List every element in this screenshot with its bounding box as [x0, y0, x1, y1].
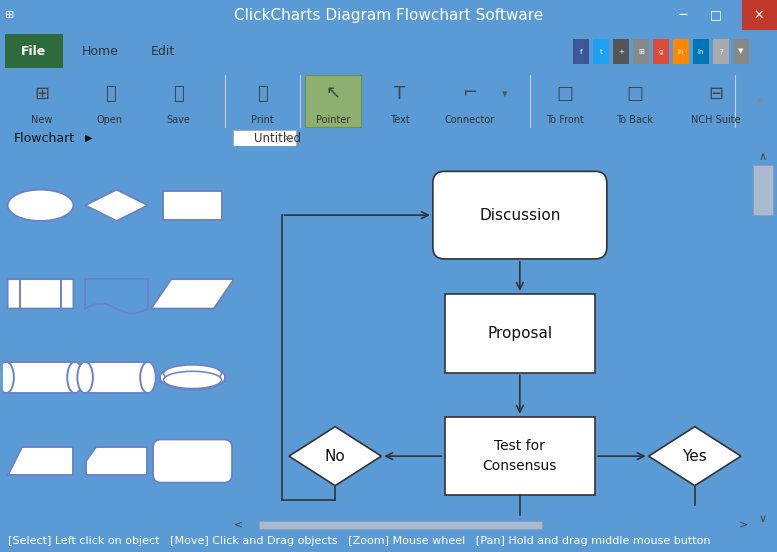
- Text: □: □: [709, 9, 722, 22]
- FancyBboxPatch shape: [8, 279, 74, 309]
- Text: NCH Suite: NCH Suite: [692, 115, 740, 125]
- FancyBboxPatch shape: [593, 39, 609, 63]
- Text: 📂: 📂: [105, 85, 115, 103]
- FancyBboxPatch shape: [733, 39, 749, 63]
- Text: ▼: ▼: [738, 49, 744, 55]
- Text: >: >: [738, 520, 747, 530]
- Text: 🖨: 🖨: [256, 85, 267, 103]
- Text: T: T: [395, 85, 406, 103]
- FancyBboxPatch shape: [613, 39, 629, 63]
- Text: Discussion: Discussion: [479, 208, 560, 222]
- Text: in: in: [678, 49, 685, 55]
- Polygon shape: [8, 447, 74, 475]
- FancyBboxPatch shape: [305, 75, 361, 127]
- Text: 💾: 💾: [172, 85, 183, 103]
- FancyBboxPatch shape: [573, 39, 589, 63]
- FancyBboxPatch shape: [233, 130, 295, 146]
- Text: Print: Print: [251, 115, 274, 125]
- Text: Test for
Consensus: Test for Consensus: [483, 439, 557, 473]
- Bar: [753, 166, 772, 215]
- Text: [Select] Left click on object   [Move] Click and Drag objects   [Zoom] Mouse whe: [Select] Left click on object [Move] Cli…: [8, 536, 710, 546]
- Text: ↖: ↖: [326, 85, 340, 103]
- Text: Connector: Connector: [445, 115, 495, 125]
- Ellipse shape: [8, 189, 74, 221]
- Text: ∧: ∧: [758, 152, 767, 162]
- Text: Text: Text: [390, 115, 410, 125]
- Text: Proposal: Proposal: [487, 326, 552, 341]
- Ellipse shape: [164, 371, 221, 389]
- Text: ⊞: ⊞: [638, 49, 644, 55]
- Ellipse shape: [159, 365, 225, 390]
- Text: ⌐: ⌐: [462, 85, 478, 103]
- Text: ▾: ▾: [502, 89, 508, 99]
- Bar: [163, 190, 222, 220]
- Text: No: No: [325, 449, 346, 464]
- Text: □: □: [556, 85, 573, 103]
- Ellipse shape: [140, 362, 155, 393]
- Ellipse shape: [0, 362, 14, 393]
- FancyBboxPatch shape: [742, 0, 777, 30]
- Text: ∨: ∨: [758, 514, 767, 524]
- FancyBboxPatch shape: [693, 39, 709, 63]
- Text: ⊟: ⊟: [709, 85, 723, 103]
- Text: Edit: Edit: [151, 45, 175, 58]
- Text: in: in: [698, 49, 704, 55]
- Ellipse shape: [164, 365, 221, 382]
- FancyBboxPatch shape: [433, 171, 607, 259]
- Text: ─: ─: [678, 8, 686, 22]
- Polygon shape: [85, 189, 148, 221]
- Bar: [259, 521, 542, 529]
- Text: ×: ×: [283, 133, 292, 143]
- Text: Open: Open: [97, 115, 123, 125]
- Text: File: File: [22, 45, 47, 58]
- FancyBboxPatch shape: [673, 39, 689, 63]
- Ellipse shape: [78, 362, 93, 393]
- Polygon shape: [289, 427, 382, 486]
- Text: New: New: [31, 115, 53, 125]
- Text: +: +: [618, 49, 624, 55]
- Polygon shape: [649, 427, 741, 486]
- Text: ClickCharts Diagram Flowchart Software: ClickCharts Diagram Flowchart Software: [234, 8, 543, 23]
- Text: Yes: Yes: [682, 449, 707, 464]
- Text: Untitled: Untitled: [254, 131, 301, 145]
- Text: ?: ?: [720, 49, 723, 55]
- Bar: [444, 294, 595, 373]
- Text: <: <: [234, 520, 243, 530]
- Text: To Back: To Back: [616, 115, 653, 125]
- FancyBboxPatch shape: [5, 34, 63, 68]
- Text: To Front: To Front: [546, 115, 584, 125]
- Ellipse shape: [68, 362, 83, 393]
- Text: t: t: [600, 49, 602, 55]
- Polygon shape: [86, 447, 147, 475]
- FancyBboxPatch shape: [153, 439, 232, 482]
- Text: Flowchart: Flowchart: [14, 131, 75, 145]
- Bar: [85, 362, 148, 393]
- Text: Home: Home: [82, 45, 118, 58]
- Text: ⊞: ⊞: [34, 85, 50, 103]
- Text: Pointer: Pointer: [315, 115, 350, 125]
- Bar: [6, 362, 75, 393]
- Text: g: g: [659, 49, 664, 55]
- FancyBboxPatch shape: [653, 39, 669, 63]
- Text: ⊞: ⊞: [5, 10, 14, 20]
- Text: f: f: [580, 49, 582, 55]
- Text: □: □: [626, 85, 643, 103]
- Text: ✕: ✕: [754, 9, 765, 22]
- Text: Save: Save: [166, 115, 190, 125]
- Text: »: »: [756, 94, 765, 108]
- FancyBboxPatch shape: [633, 39, 649, 63]
- FancyBboxPatch shape: [713, 39, 729, 63]
- Polygon shape: [151, 279, 234, 309]
- Text: ▶: ▶: [85, 133, 92, 143]
- Bar: [444, 417, 595, 496]
